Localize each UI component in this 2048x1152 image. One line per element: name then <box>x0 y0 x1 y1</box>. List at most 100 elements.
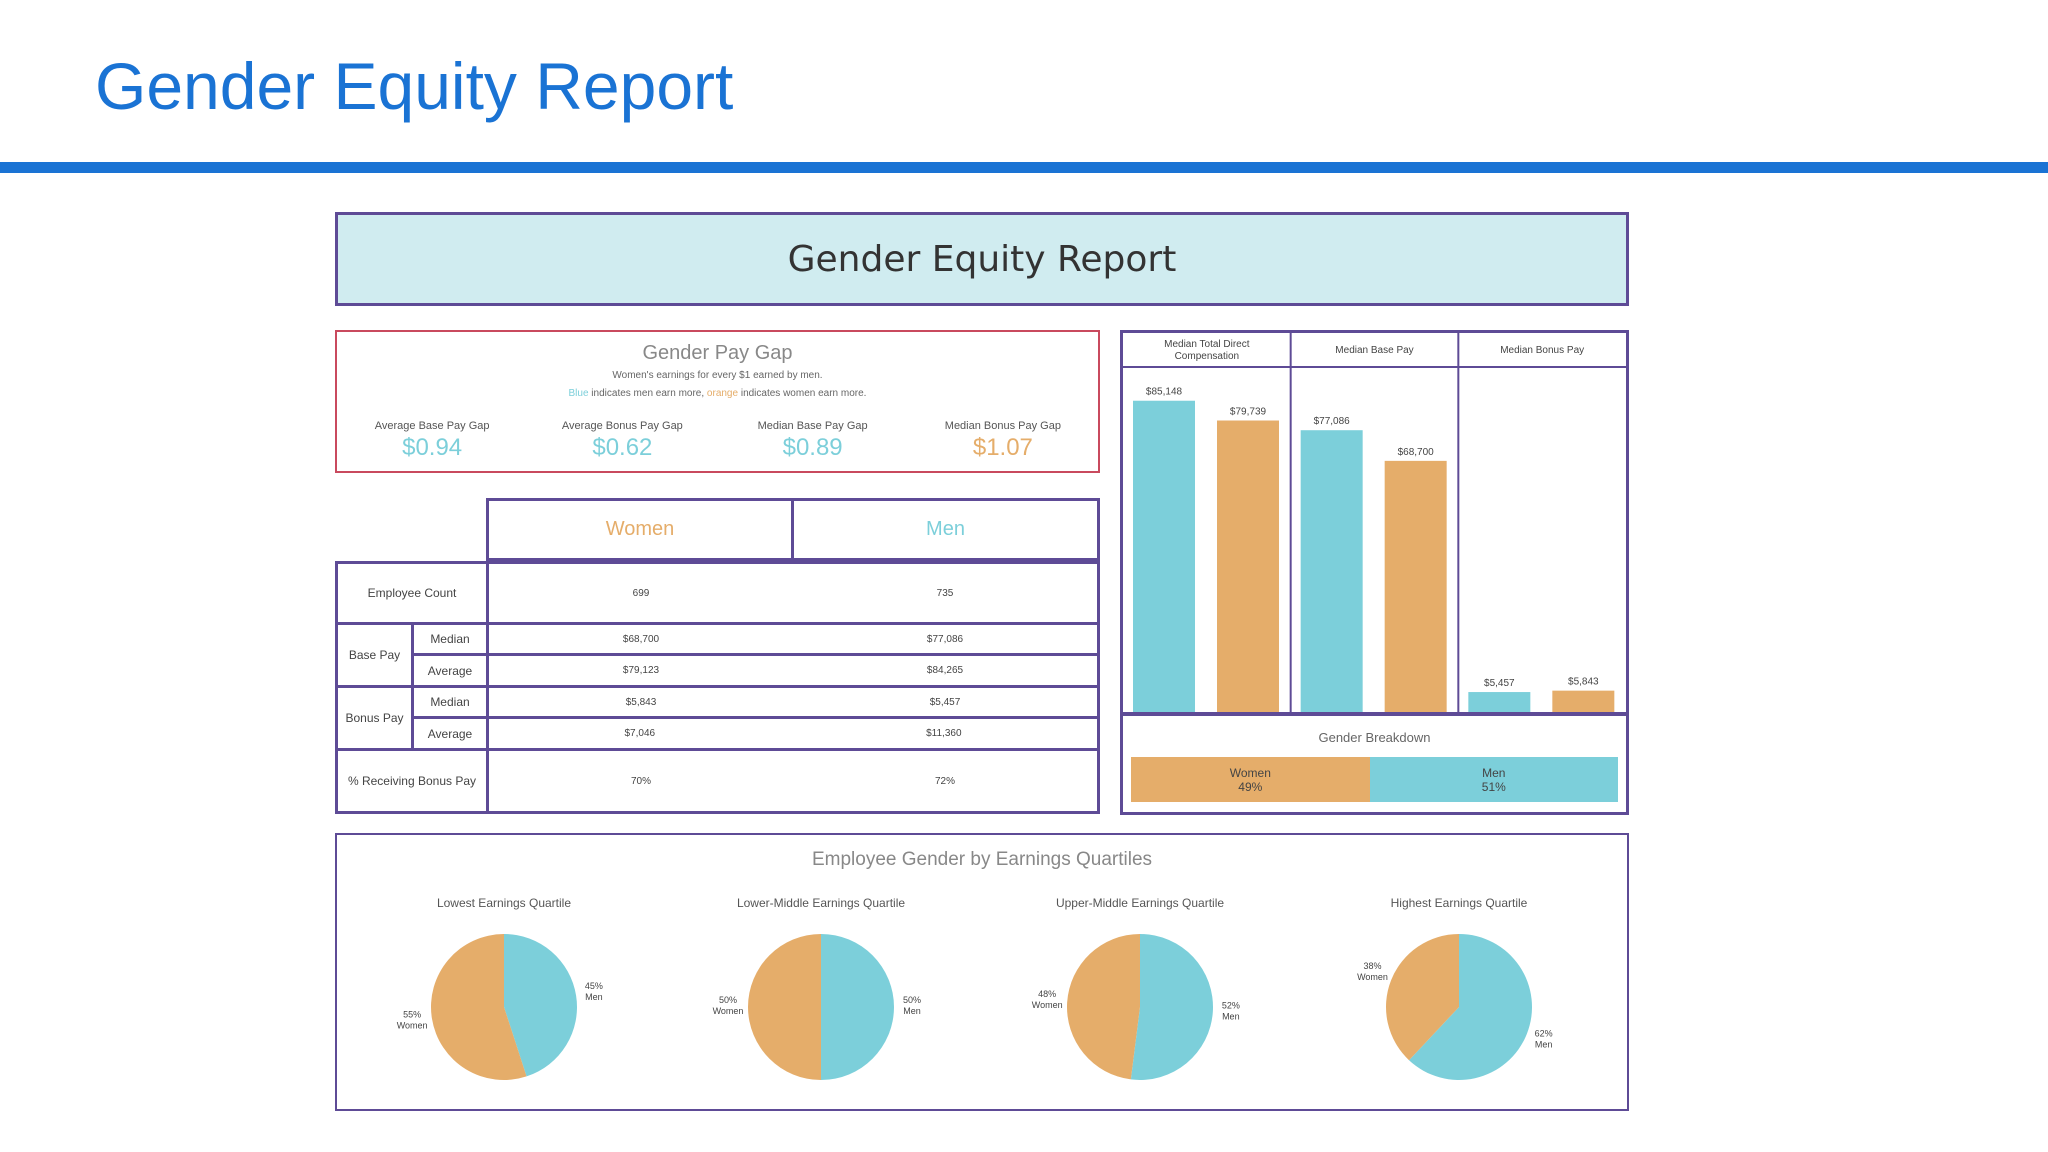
row-label-bonus-average: Average <box>411 716 489 751</box>
pie-slice-men <box>504 934 577 1077</box>
pie-title: Lowest Earnings Quartile <box>437 896 571 910</box>
legend-mid: indicates men earn more, <box>588 388 707 399</box>
gap-metric-value: $0.94 <box>402 434 463 461</box>
bar-value-label: $85,148 <box>1146 387 1183 398</box>
bar-value-label: $68,700 <box>1398 447 1435 458</box>
pie-slice-men <box>1130 934 1213 1080</box>
bar-chart-svg: Median Total Direct Compensation $85,148 $7… <box>1123 333 1626 712</box>
bar-men <box>1133 400 1195 712</box>
gap-metric-value: $0.62 <box>592 434 653 461</box>
pie-label-men: 52% Men <box>1222 1001 1240 1022</box>
pay-gap-subtitle: Women's earnings for every $1 earned by … <box>612 370 823 381</box>
pie-title: Upper-Middle Earnings Quartile <box>1056 896 1224 910</box>
row-label-base-average: Average <box>411 653 489 688</box>
gap-metric-label: Median Base Pay Gap <box>757 420 868 432</box>
cell-women: 699 <box>632 587 650 599</box>
gap-metric-label: Average Bonus Pay Gap <box>561 420 683 432</box>
gap-metric-label: Median Bonus Pay Gap <box>944 420 1061 432</box>
bar-women <box>1217 420 1279 712</box>
bar-value-label: $5,457 <box>1484 678 1515 689</box>
legend-blue: Blue <box>568 388 589 399</box>
row-bonus-median: $5,843 $5,457 <box>486 685 1100 719</box>
cell-women: 70% <box>630 775 651 787</box>
row-receiving-bonus: 70% 72% <box>486 748 1100 814</box>
bar-women <box>1552 690 1615 712</box>
gender-breakdown-panel: Gender Breakdown Women 49% Men 51% <box>1120 713 1629 815</box>
cell-women: $68,700 <box>622 633 660 645</box>
bar-panel-title: Median Total Direct Compensation <box>1164 339 1250 362</box>
pie-slice-women <box>748 934 821 1080</box>
row-bonus-average: $7,046 $11,360 <box>486 716 1100 751</box>
gap-metric-value: $0.89 <box>782 434 843 461</box>
pie-chart-svg: Lowest Earnings Quartile 45% Men 55% Women Lo… <box>397 896 1553 1080</box>
bar-women <box>1384 460 1447 712</box>
cell-men: $77,086 <box>926 633 964 645</box>
breakdown-men-value: 51% <box>1481 779 1506 794</box>
pie-title: Highest Earnings Quartile <box>1391 896 1528 910</box>
cell-men: $5,457 <box>929 696 961 708</box>
row-employee-count: 699 735 <box>486 561 1100 625</box>
row-label-base-pay: Base Pay <box>335 622 414 688</box>
legend-orange: orange <box>706 388 739 399</box>
pie-label-men: 62% Men <box>1535 1028 1553 1049</box>
pie-slice-women <box>1067 934 1140 1080</box>
median-pay-bar-chart: Median Total Direct Compensation $85,148 $7… <box>1120 330 1629 715</box>
table-header-women: Women <box>486 498 794 561</box>
bar-men <box>1300 430 1363 712</box>
pay-gap-metrics: Average Base Pay Gap $0.94 Average Bonus… <box>337 420 1098 462</box>
breakdown-women-label: Women <box>1229 765 1271 780</box>
cell-men: 72% <box>934 775 955 787</box>
bar-panel-title: Median Base Pay <box>1335 345 1413 356</box>
bar-panel-title: Median Bonus Pay <box>1500 345 1584 356</box>
pie-slice-men <box>1409 934 1533 1080</box>
row-base-median: $68,700 $77,086 <box>486 622 1100 656</box>
breakdown-women-segment: Women 49% <box>1131 757 1370 802</box>
pie-label-women: 50% Women <box>713 995 744 1016</box>
cell-men: $11,360 <box>926 728 962 739</box>
gap-metric-median-base: Median Base Pay Gap $0.89 <box>718 420 908 462</box>
pie-label-women: 48% Women <box>1032 989 1063 1010</box>
title-rule <box>0 162 2048 173</box>
gap-metric-median-bonus: Median Bonus Pay Gap $1.07 <box>908 420 1098 462</box>
gap-metric-label: Average Base Pay Gap <box>374 420 490 432</box>
bar-value-label: $5,843 <box>1568 677 1599 688</box>
pie-label-men: 45% Men <box>585 981 603 1002</box>
cell-women: $79,123 <box>622 665 660 676</box>
cell-women: $7,046 <box>624 728 656 739</box>
pay-gap-title: Gender Pay Gap <box>642 342 793 364</box>
pie-slice-women <box>431 934 527 1080</box>
pie-title: Lower-Middle Earnings Quartile <box>737 896 905 910</box>
row-label-receiving-bonus: % Receiving Bonus Pay <box>335 748 489 814</box>
slide-title: Gender Equity Report <box>95 49 734 123</box>
breakdown-title: Gender Breakdown <box>1318 730 1431 745</box>
row-label-bonus-pay: Bonus Pay <box>335 685 414 751</box>
breakdown-men-segment: Men 51% <box>1369 757 1618 802</box>
breakdown-men-label: Men <box>1482 765 1506 780</box>
pie-slice-women <box>1386 934 1459 1061</box>
pies-title: Employee Gender by Earnings Quartiles <box>811 849 1153 870</box>
breakdown-bar: Women 49% Men 51% <box>1131 757 1618 802</box>
gap-metric-avg-base: Average Base Pay Gap $0.94 <box>337 420 527 462</box>
legend-end: indicates women earn more. <box>738 388 867 399</box>
gap-metric-avg-bonus: Average Bonus Pay Gap $0.62 <box>527 420 717 462</box>
pay-gap-panel: Gender Pay Gap Women's earnings for ever… <box>335 330 1100 473</box>
table-header-men: Men <box>791 498 1100 561</box>
cell-men: $84,265 <box>926 665 964 676</box>
pay-gap-legend: Blue indicates men earn more, orange ind… <box>337 387 1098 401</box>
earnings-quartile-pies: Employee Gender by Earnings Quartiles Lo… <box>335 833 1629 1111</box>
bar-value-label: $79,739 <box>1230 407 1267 418</box>
pie-label-men: 50% Men <box>903 995 921 1016</box>
pie-slice-men <box>821 934 894 1080</box>
row-label-bonus-median: Median <box>411 685 489 719</box>
cell-women: $5,843 <box>625 696 657 708</box>
breakdown-women-value: 49% <box>1238 779 1263 794</box>
gap-metric-value: $1.07 <box>972 434 1033 461</box>
row-label-employee-count: Employee Count <box>335 561 489 625</box>
pie-label-women: 55% Women <box>397 1010 428 1031</box>
cell-men: 735 <box>936 587 954 599</box>
bar-men <box>1468 692 1531 712</box>
pie-label-women: 38% Women <box>1357 961 1388 982</box>
row-label-base-median: Median <box>411 622 489 656</box>
row-base-average: $79,123 $84,265 <box>486 653 1100 688</box>
